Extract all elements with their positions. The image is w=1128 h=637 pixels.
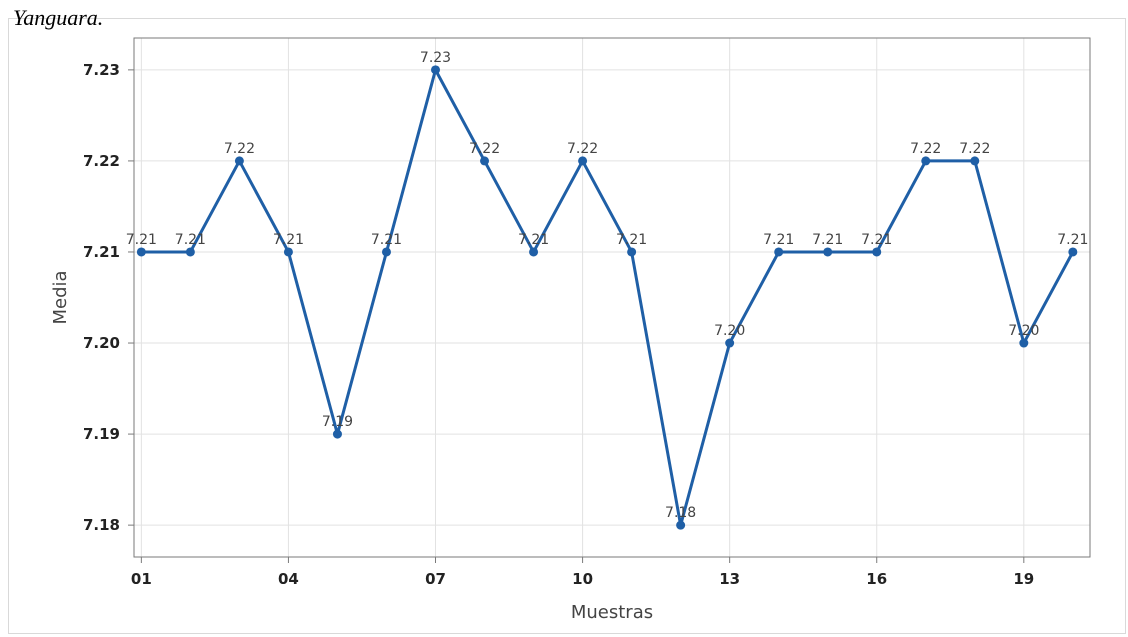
data-label: 7.22: [567, 141, 598, 157]
data-label: 7.22: [959, 141, 990, 157]
series-line: [141, 68, 1075, 527]
data-point: [921, 156, 931, 166]
data-point: [774, 247, 784, 257]
data-point: [480, 156, 490, 166]
data-label: 7.22: [910, 141, 941, 157]
y-tick-label: 7.21: [83, 243, 120, 261]
data-label: 7.21: [763, 232, 794, 248]
data-label: 7.21: [861, 232, 892, 248]
x-tick-label: 01: [131, 570, 152, 588]
data-point: [725, 338, 735, 348]
x-axis-title: Muestras: [571, 602, 653, 623]
data-label: 7.21: [175, 232, 206, 248]
x-tick-label: 07: [425, 570, 446, 588]
data-point: [381, 247, 391, 257]
data-point: [970, 156, 980, 166]
data-label: 7.20: [714, 323, 745, 339]
x-tick-label: 10: [572, 570, 593, 588]
data-point: [1068, 247, 1078, 257]
x-tick-label: 19: [1013, 570, 1034, 588]
data-label: 7.20: [1008, 323, 1039, 339]
data-label: 7.21: [616, 232, 647, 248]
caption-text: Yanguara.: [13, 5, 104, 30]
data-point: [823, 247, 833, 257]
data-label: 7.21: [273, 232, 304, 248]
y-tick-label: 7.18: [83, 516, 120, 534]
data-point: [1019, 338, 1029, 348]
data-label: 7.21: [518, 232, 549, 248]
x-tick-label: 13: [719, 570, 740, 588]
y-tick-label: 7.19: [83, 425, 120, 443]
data-label: 7.21: [1057, 232, 1088, 248]
data-label: 7.21: [126, 232, 157, 248]
x-tick-label: 16: [866, 570, 887, 588]
y-axis-title: Media: [50, 270, 71, 324]
data-label: 7.22: [469, 141, 500, 157]
data-label: 7.18: [665, 505, 696, 521]
data-point: [136, 247, 146, 257]
data-point: [283, 247, 293, 257]
plot-border: [133, 37, 1091, 558]
y-tick-label: 7.20: [83, 334, 120, 352]
data-point: [332, 429, 342, 439]
data-label: 7.21: [812, 232, 843, 248]
data-point: [627, 247, 637, 257]
data-point: [234, 156, 244, 166]
data-point: [529, 247, 539, 257]
data-label: 7.22: [224, 141, 255, 157]
data-point: [872, 247, 882, 257]
data-point: [676, 520, 686, 530]
data-label: 7.19: [322, 414, 353, 430]
data-point: [578, 156, 588, 166]
data-label: 7.23: [420, 50, 451, 66]
plot-area: [134, 38, 1090, 557]
data-point: [431, 65, 441, 75]
y-tick-label: 7.22: [83, 152, 120, 170]
data-label: 7.21: [371, 232, 402, 248]
y-tick-label: 7.23: [83, 61, 120, 79]
data-point: [185, 247, 195, 257]
x-tick-label: 04: [278, 570, 299, 588]
